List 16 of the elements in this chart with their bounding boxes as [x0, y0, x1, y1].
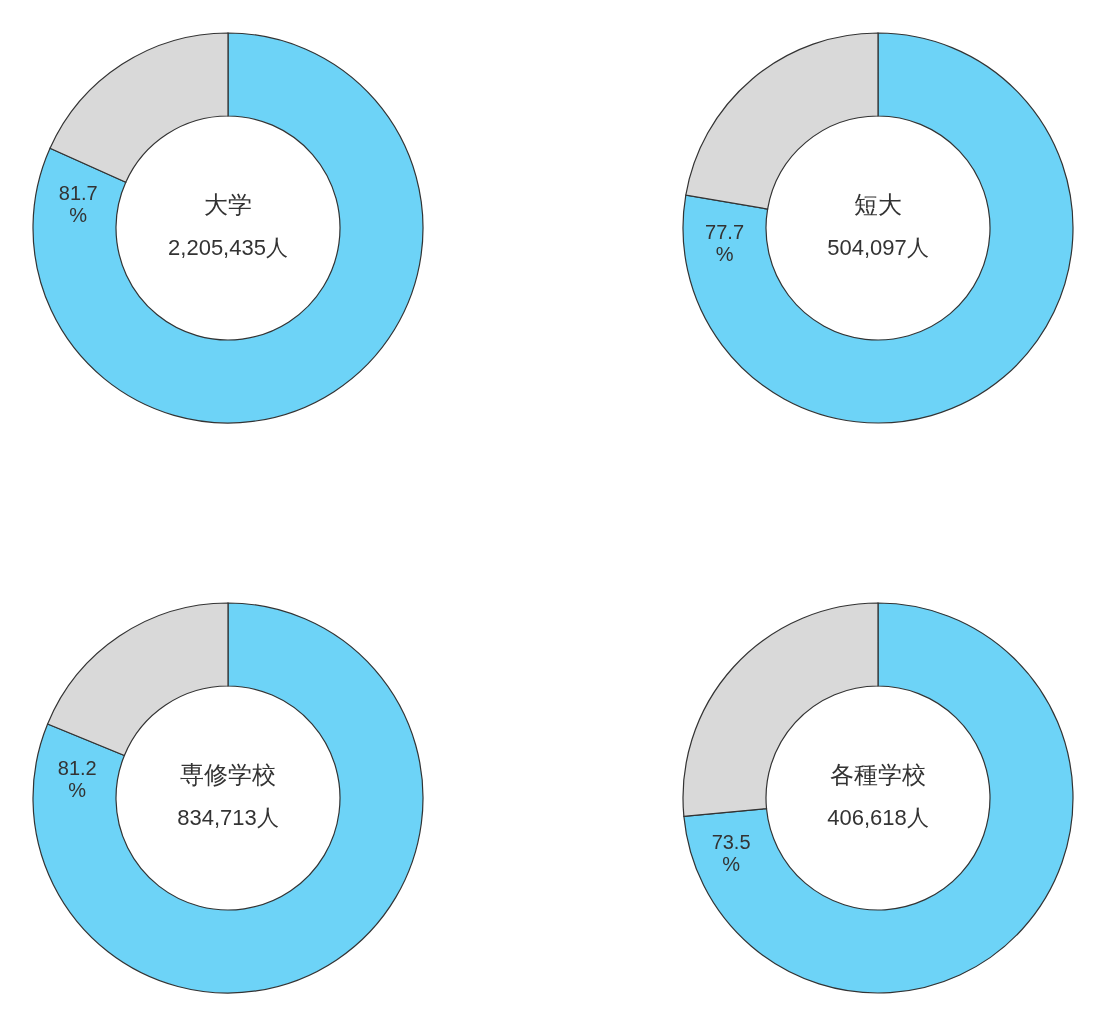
text: 短大	[854, 191, 902, 218]
donut-slice	[682, 32, 1074, 424]
data-label: 81.7 %	[58, 182, 98, 227]
data-label: 73.5 %	[711, 830, 751, 875]
donut-slice	[32, 602, 424, 994]
donut-slice	[683, 602, 1074, 994]
text: 504,097人	[827, 235, 929, 260]
data-label: 77.7 %	[705, 220, 745, 265]
text: 大学	[204, 191, 252, 218]
data-label: 81.2 %	[57, 757, 97, 802]
text: 2,205,435人	[168, 235, 288, 260]
text: 834,713人	[177, 805, 279, 830]
donut-slice	[32, 32, 424, 424]
text: 406,618人	[827, 805, 929, 830]
text: 各種学校	[830, 761, 926, 788]
text: 専修学校	[180, 761, 276, 788]
